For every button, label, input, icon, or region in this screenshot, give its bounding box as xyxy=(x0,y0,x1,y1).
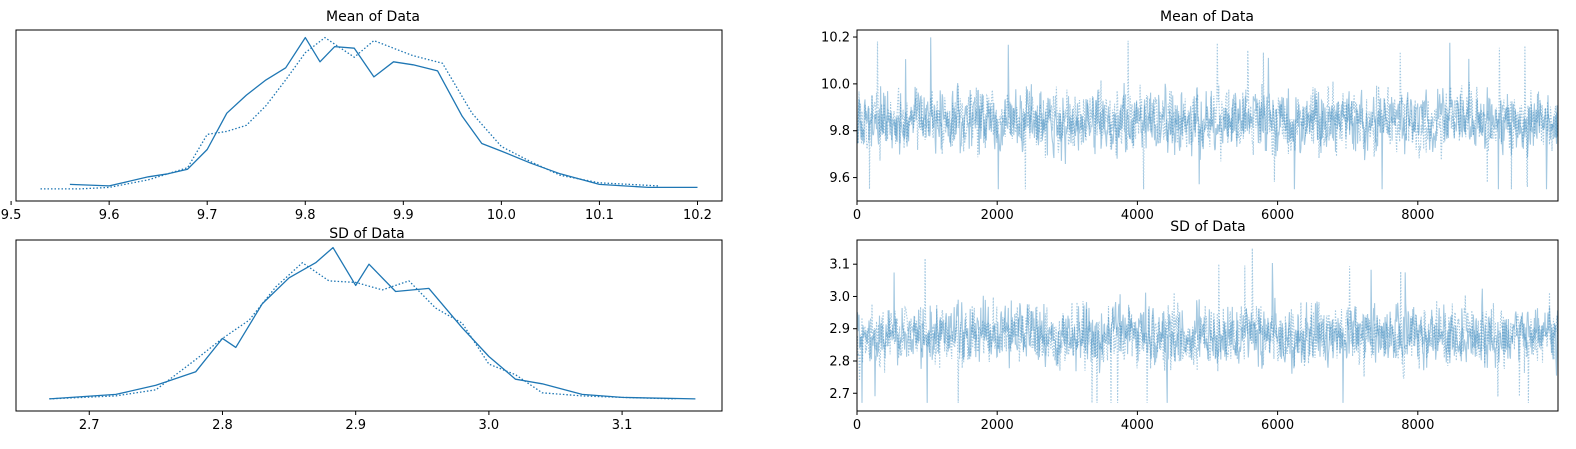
kde-series-chain-2 xyxy=(40,36,659,190)
kde-series-chain-2 xyxy=(49,262,676,400)
x-tick-label: 3.0 xyxy=(479,418,500,433)
y-tick-label: 2.8 xyxy=(829,354,850,369)
y-tick-label: 2.9 xyxy=(829,322,850,337)
y-tick-label: 3.1 xyxy=(829,258,850,273)
trace-chain-2 xyxy=(857,40,1558,190)
trace-sd-x-axis: 0 2000 4000 6000 8000 xyxy=(853,411,1434,433)
x-tick-label: 9.5 xyxy=(1,208,22,223)
kde-mean-title: Mean of Data xyxy=(326,9,420,25)
trace-chain-1 xyxy=(857,37,1558,190)
y-tick-label: 2.7 xyxy=(829,387,850,402)
x-tick-label: 2000 xyxy=(981,208,1014,223)
x-tick-label: 8000 xyxy=(1401,208,1434,223)
trace-mean-panel: Mean of Data 0 2000 4000 6000 8000 9.6 9.8 10.… xyxy=(821,9,1559,223)
y-tick-label: 9.8 xyxy=(829,124,850,139)
x-tick-label: 6000 xyxy=(1261,418,1294,433)
x-tick-label: 9.6 xyxy=(99,208,120,223)
kde-mean-panel: Mean of Data 9.5 9.6 9.7 9.8 9.9 10.0 10.1 10.2 xyxy=(1,9,723,223)
trace-sd-y-axis: 2.7 2.8 2.9 3.0 3.1 xyxy=(829,258,857,402)
x-tick-label: 4000 xyxy=(1121,418,1154,433)
x-tick-label: 2.7 xyxy=(79,418,100,433)
trace-mean-x-axis: 0 2000 4000 6000 8000 xyxy=(853,201,1434,223)
y-tick-label: 10.2 xyxy=(821,31,850,46)
x-tick-label: 10.2 xyxy=(683,208,712,223)
x-tick-label: 6000 xyxy=(1261,208,1294,223)
y-tick-label: 10.0 xyxy=(821,77,850,92)
kde-sd-lines xyxy=(49,246,696,400)
trace-mean-title: Mean of Data xyxy=(1160,9,1254,25)
trace-mean-lines xyxy=(857,37,1558,190)
trace-mean-y-axis: 9.6 9.8 10.0 10.2 xyxy=(821,31,857,186)
trace-mean-frame xyxy=(856,29,1559,202)
trace-chain-1 xyxy=(857,262,1558,403)
y-tick-label: 3.0 xyxy=(829,290,850,305)
x-tick-label: 0 xyxy=(853,418,861,433)
y-tick-label: 9.6 xyxy=(829,171,850,186)
x-tick-label: 2.8 xyxy=(212,418,233,433)
kde-mean-x-axis: 9.5 9.6 9.7 9.8 9.9 10.0 10.1 10.2 xyxy=(1,201,712,223)
x-tick-label: 0 xyxy=(853,208,861,223)
kde-sd-title: SD of Data xyxy=(329,226,405,242)
trace-chain-2 xyxy=(857,248,1558,403)
kde-sd-frame xyxy=(15,239,723,412)
kde-series-chain-1 xyxy=(69,36,698,189)
x-tick-label: 10.1 xyxy=(585,208,614,223)
x-tick-label: 2.9 xyxy=(345,418,366,433)
x-tick-label: 2000 xyxy=(981,418,1014,433)
kde-mean-frame xyxy=(15,29,723,202)
x-tick-label: 9.7 xyxy=(197,208,218,223)
x-tick-label: 9.8 xyxy=(295,208,316,223)
x-tick-label: 3.1 xyxy=(612,418,633,433)
trace-sd-title: SD of Data xyxy=(1170,219,1246,235)
x-tick-label: 4000 xyxy=(1121,208,1154,223)
kde-sd-x-axis: 2.7 2.8 2.9 3.0 3.1 xyxy=(79,411,633,433)
trace-sd-lines xyxy=(857,248,1558,403)
kde-sd-panel: SD of Data 2.7 2.8 2.9 3.0 3.1 xyxy=(15,226,723,433)
x-tick-label: 9.9 xyxy=(393,208,414,223)
kde-mean-lines xyxy=(40,36,698,190)
x-tick-label: 10.0 xyxy=(487,208,516,223)
trace-sd-frame xyxy=(856,239,1559,412)
kde-series-chain-1 xyxy=(49,246,696,400)
trace-sd-panel: SD of Data 0 2000 4000 6000 8000 2.7 2.8 2.9 3.… xyxy=(829,219,1559,433)
x-tick-label: 8000 xyxy=(1401,418,1434,433)
